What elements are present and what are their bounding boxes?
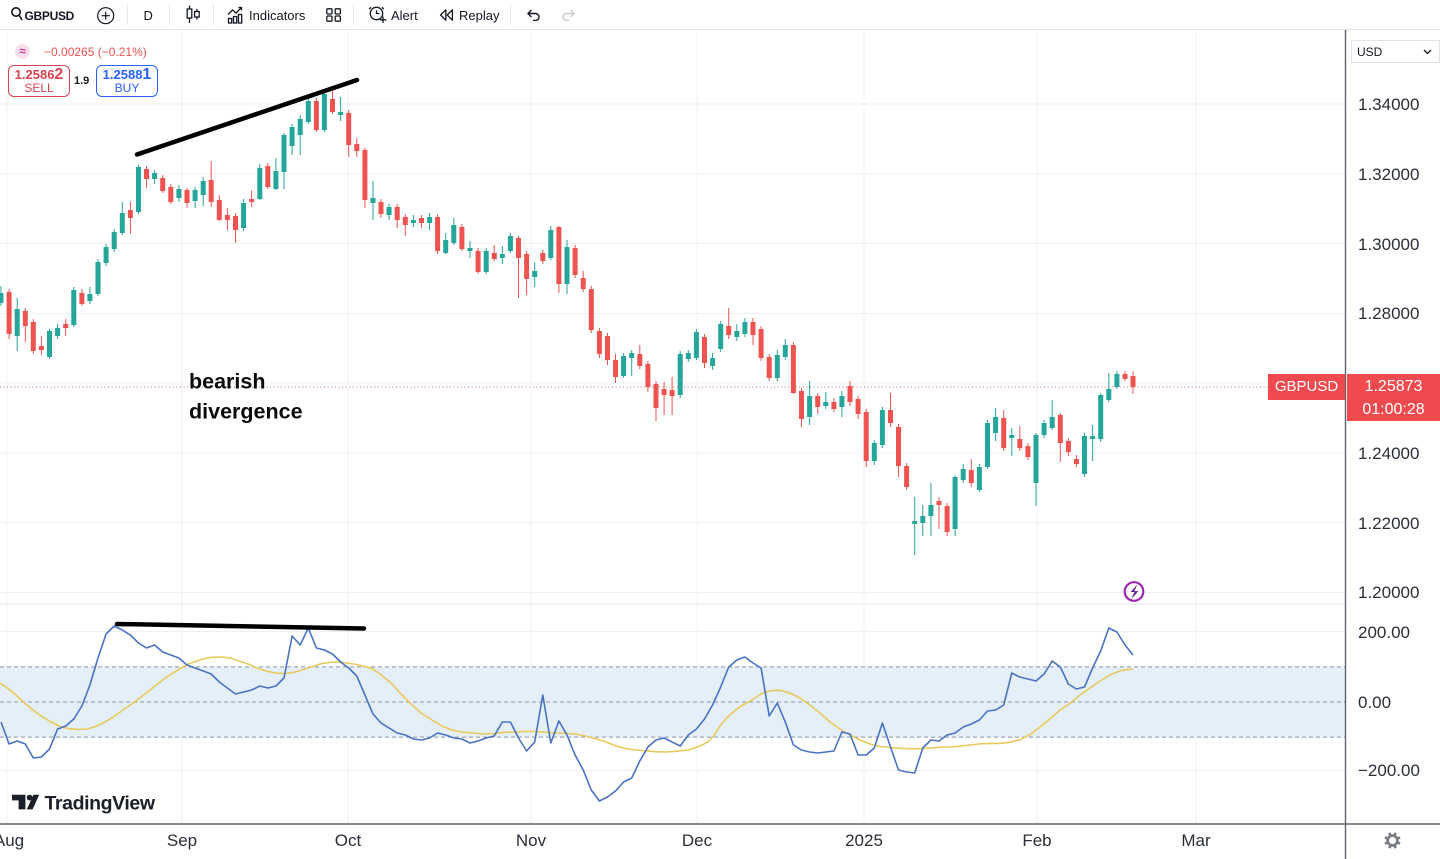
svg-text:Feb: Feb bbox=[1022, 831, 1051, 850]
svg-text:1.22000: 1.22000 bbox=[1358, 514, 1419, 533]
svg-text:Oct: Oct bbox=[335, 831, 362, 850]
svg-text:divergence: divergence bbox=[189, 400, 303, 424]
svg-text:1.34000: 1.34000 bbox=[1358, 95, 1419, 114]
svg-text:1.24000: 1.24000 bbox=[1358, 444, 1419, 463]
svg-text:1.30000: 1.30000 bbox=[1358, 235, 1419, 254]
svg-text:1.32000: 1.32000 bbox=[1358, 165, 1419, 184]
svg-text:Dec: Dec bbox=[682, 831, 713, 850]
svg-text:Mar: Mar bbox=[1181, 831, 1211, 850]
svg-text:TradingView: TradingView bbox=[45, 793, 156, 815]
svg-text:2025: 2025 bbox=[845, 831, 883, 850]
svg-text:bearish: bearish bbox=[189, 370, 265, 394]
svg-text:Aug: Aug bbox=[0, 831, 24, 850]
svg-text:Nov: Nov bbox=[516, 831, 547, 850]
svg-text:Sep: Sep bbox=[167, 831, 197, 850]
svg-text:−200.00: −200.00 bbox=[1358, 761, 1420, 780]
svg-text:0.00: 0.00 bbox=[1358, 693, 1391, 712]
svg-text:200.00: 200.00 bbox=[1358, 623, 1410, 642]
svg-text:1.28000: 1.28000 bbox=[1358, 304, 1419, 323]
svg-text:1.20000: 1.20000 bbox=[1358, 583, 1419, 602]
